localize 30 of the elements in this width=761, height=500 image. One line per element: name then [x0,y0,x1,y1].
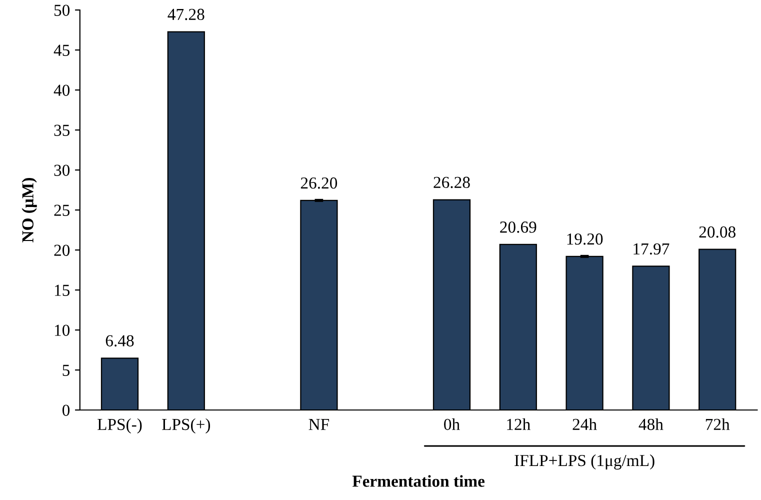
x-tick-label: LPS(-) [98,418,142,434]
data-label: 20.08 [699,226,736,238]
y-tick-label: 50 [54,4,70,16]
y-tick-label: 35 [54,124,70,136]
x-tick-label: 48h [638,418,664,430]
x-tick-label: 24h [572,418,597,430]
x-axis-title: Fermentation time [352,475,485,487]
x-tick-label: NF [308,418,329,430]
x-tick-label: 72h [706,418,730,430]
y-tick-label: 0 [62,404,70,416]
y-tick-label: 40 [54,84,70,96]
y-tick-label: 10 [54,324,70,336]
y-tick-label: 5 [62,364,70,376]
data-label: 6.48 [106,335,134,347]
data-label: 47.28 [168,8,204,20]
text: IFLP+LPS (1μg/mL) [514,454,654,470]
x-tick-label: 0h [444,418,460,430]
y-tick-label: 20 [54,244,70,256]
x-tick-label: LPS(+) [162,418,210,434]
data-label: 20.69 [500,222,536,233]
y-tick-label: 45 [54,44,70,56]
y-tick-label: 25 [54,204,70,216]
y-axis-title: NO (μM) [22,178,37,242]
data-label: 17.97 [634,243,670,255]
x-tick-label: 12h [507,418,530,430]
data-label: 26.20 [300,177,338,189]
data-label: 19.20 [567,233,603,245]
y-tick-label: 30 [54,164,70,176]
y-tick-label: 15 [54,284,70,296]
data-label: 26.28 [434,176,470,188]
